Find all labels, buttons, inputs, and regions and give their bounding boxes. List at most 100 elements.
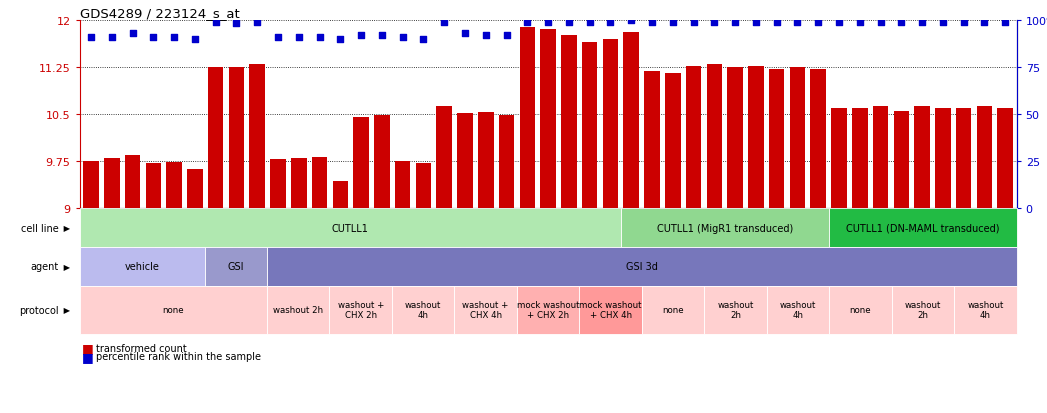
Text: ▶: ▶ [61, 306, 70, 314]
Point [165, 34, 182, 41]
Text: ■: ■ [82, 342, 93, 355]
Point [395, 34, 411, 41]
Bar [166, 163, 182, 209]
Point [290, 34, 307, 41]
Text: washout
4h: washout 4h [780, 300, 817, 320]
Bar [977, 107, 993, 209]
Bar [249, 64, 265, 209]
Bar [707, 64, 722, 209]
Point [436, 19, 452, 26]
Bar [478, 113, 493, 209]
Point [498, 32, 515, 39]
Text: GSI: GSI [227, 262, 244, 272]
Point [789, 19, 806, 26]
Point [809, 19, 826, 26]
Point [311, 34, 328, 41]
Bar [312, 157, 328, 209]
Bar [291, 159, 307, 209]
Point [519, 19, 536, 26]
Point [581, 19, 598, 26]
Bar [831, 108, 847, 209]
Point [186, 36, 203, 43]
Text: none: none [663, 306, 684, 314]
Bar [519, 28, 535, 209]
Bar [914, 107, 930, 209]
Point [228, 21, 245, 28]
Text: washout +
CHX 4h: washout + CHX 4h [463, 300, 509, 320]
Text: protocol: protocol [19, 305, 59, 315]
Point [477, 32, 494, 39]
Bar [561, 36, 577, 209]
Point [955, 19, 972, 26]
Point [332, 36, 349, 43]
Text: mock washout
+ CHX 4h: mock washout + CHX 4h [579, 300, 642, 320]
Bar [333, 182, 348, 209]
Bar [728, 68, 743, 209]
Bar [789, 68, 805, 209]
Text: washout
2h: washout 2h [905, 300, 941, 320]
Point [560, 19, 577, 26]
Point [456, 31, 473, 37]
Text: CUTLL1: CUTLL1 [332, 223, 369, 233]
Bar [768, 69, 784, 209]
Bar [125, 156, 140, 209]
Bar [956, 108, 972, 209]
Bar [644, 72, 660, 209]
Text: ▶: ▶ [61, 223, 70, 233]
Bar [458, 113, 473, 209]
Point [415, 36, 431, 43]
Bar [146, 164, 161, 209]
Point [623, 17, 640, 24]
Text: agent: agent [30, 262, 59, 272]
Bar [893, 112, 909, 209]
Bar [852, 108, 868, 209]
Text: vehicle: vehicle [125, 262, 159, 272]
Bar [498, 116, 514, 209]
Bar [935, 108, 951, 209]
Bar [416, 164, 431, 209]
Bar [603, 40, 618, 209]
Bar [623, 33, 639, 209]
Text: ■: ■ [82, 350, 93, 363]
Point [893, 19, 910, 26]
Point [914, 19, 931, 26]
Point [125, 31, 141, 37]
Point [644, 19, 661, 26]
Point [685, 19, 701, 26]
Point [872, 19, 889, 26]
Bar [998, 108, 1013, 209]
Text: ▶: ▶ [61, 262, 70, 271]
Point [976, 19, 993, 26]
Text: none: none [850, 306, 871, 314]
Text: washout 2h: washout 2h [273, 306, 324, 314]
Bar [540, 30, 556, 209]
Point [727, 19, 743, 26]
Text: washout +
CHX 2h: washout + CHX 2h [337, 300, 384, 320]
Point [270, 34, 287, 41]
Bar [810, 69, 826, 209]
Point [207, 19, 224, 26]
Point [830, 19, 847, 26]
Bar [104, 159, 119, 209]
Bar [208, 68, 223, 209]
Bar [437, 107, 452, 209]
Bar [228, 68, 244, 209]
Text: transformed count: transformed count [96, 343, 187, 353]
Text: washout
2h: washout 2h [717, 300, 754, 320]
Bar [83, 161, 98, 209]
Bar [582, 43, 598, 209]
Point [706, 19, 722, 26]
Bar [395, 161, 410, 209]
Text: washout
4h: washout 4h [967, 300, 1004, 320]
Bar [749, 66, 763, 209]
Text: none: none [162, 306, 184, 314]
Text: washout
4h: washout 4h [405, 300, 442, 320]
Text: CUTLL1 (DN-MAML transduced): CUTLL1 (DN-MAML transduced) [846, 223, 1000, 233]
Text: cell line: cell line [21, 223, 59, 233]
Bar [686, 66, 701, 209]
Point [374, 32, 391, 39]
Text: CUTLL1 (MigR1 transduced): CUTLL1 (MigR1 transduced) [656, 223, 794, 233]
Point [602, 19, 619, 26]
Point [935, 19, 952, 26]
Point [104, 34, 120, 41]
